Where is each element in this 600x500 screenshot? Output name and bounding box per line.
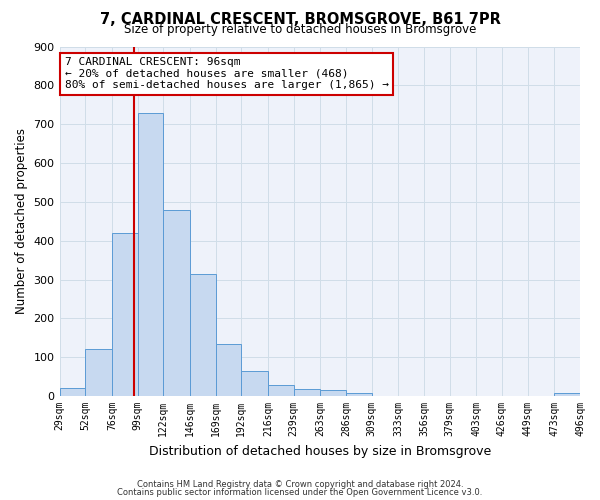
Bar bbox=[293, 389, 320, 396]
Bar bbox=[163, 210, 190, 396]
Text: 7 CARDINAL CRESCENT: 96sqm
← 20% of detached houses are smaller (468)
80% of sem: 7 CARDINAL CRESCENT: 96sqm ← 20% of deta… bbox=[65, 57, 389, 90]
Bar bbox=[554, 393, 580, 396]
Bar bbox=[59, 388, 85, 396]
Text: 7, CARDINAL CRESCENT, BROMSGROVE, B61 7PR: 7, CARDINAL CRESCENT, BROMSGROVE, B61 7P… bbox=[100, 12, 500, 28]
Text: Contains public sector information licensed under the Open Government Licence v3: Contains public sector information licen… bbox=[118, 488, 482, 497]
Bar bbox=[346, 393, 371, 396]
Bar bbox=[85, 348, 112, 396]
X-axis label: Distribution of detached houses by size in Bromsgrove: Distribution of detached houses by size … bbox=[149, 444, 491, 458]
Bar bbox=[190, 274, 215, 396]
Bar bbox=[137, 112, 163, 396]
Bar bbox=[268, 385, 293, 396]
Text: Contains HM Land Registry data © Crown copyright and database right 2024.: Contains HM Land Registry data © Crown c… bbox=[137, 480, 463, 489]
Bar bbox=[241, 371, 268, 396]
Bar bbox=[112, 233, 137, 396]
Text: Size of property relative to detached houses in Bromsgrove: Size of property relative to detached ho… bbox=[124, 22, 476, 36]
Y-axis label: Number of detached properties: Number of detached properties bbox=[15, 128, 28, 314]
Bar bbox=[215, 344, 241, 396]
Bar bbox=[320, 390, 346, 396]
